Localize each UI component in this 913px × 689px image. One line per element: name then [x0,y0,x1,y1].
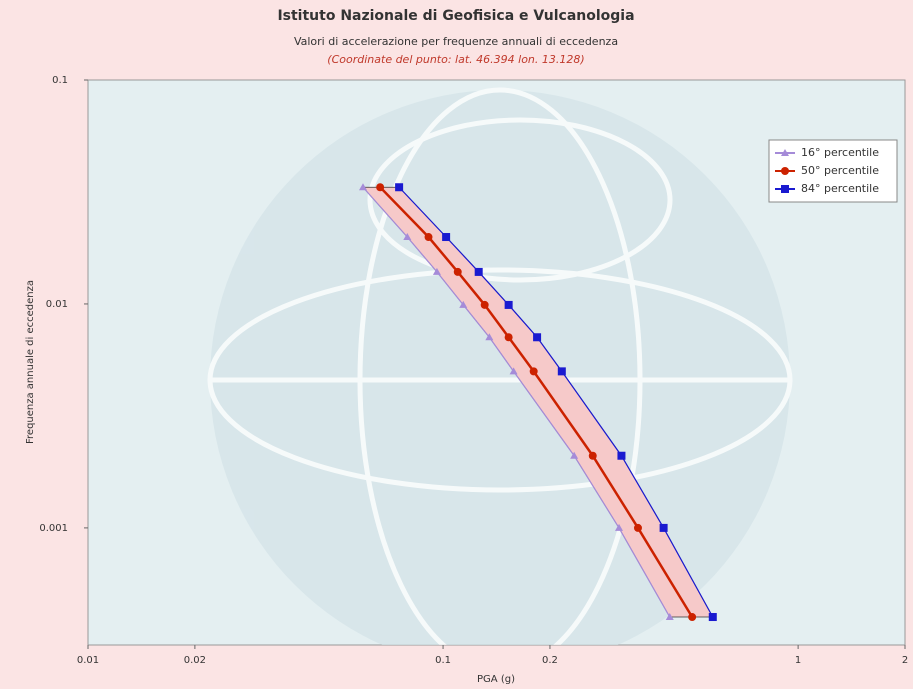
y-tick-label: 0.01 [46,299,68,310]
y-tick-label: 0.1 [52,75,68,86]
data-point [475,268,483,276]
data-point [425,233,433,241]
globe-decoration [210,90,790,670]
legend-label: 84° percentile [801,182,879,195]
x-tick-label: 0.2 [542,655,558,666]
legend-marker [781,185,789,193]
data-point [481,301,489,309]
data-point [688,613,696,621]
legend-label: 50° percentile [801,164,879,177]
data-point [634,524,642,532]
legend-label: 16° percentile [801,146,879,159]
data-point [376,183,384,191]
page: {"chart_data": {"type": "line", "title":… [0,0,913,689]
chart: Istituto Nazionale di Geofisica e Vulcan… [0,0,913,689]
data-point [709,613,717,621]
data-point [505,333,513,341]
data-point [395,183,403,191]
x-axis-label: PGA (g) [477,674,515,685]
y-tick-label: 0.001 [39,523,68,534]
x-tick-label: 0.01 [77,655,99,666]
data-point [558,367,566,375]
data-point [533,333,541,341]
data-point [505,301,513,309]
x-tick-label: 1 [795,655,801,666]
chart-title: Istituto Nazionale di Geofisica e Vulcan… [277,8,634,24]
data-point [442,233,450,241]
chart-subtitle: Valori di accelerazione per frequenze an… [294,35,618,48]
x-tick-label: 0.02 [184,655,206,666]
data-point [530,367,538,375]
legend-marker [781,167,789,175]
x-tick-label: 0.1 [435,655,451,666]
data-point [617,452,625,460]
data-point [454,268,462,276]
data-point [660,524,668,532]
y-axis-label: Frequenza annuale di eccedenza [25,280,36,444]
annotation: (Coordinate del punto: lat. 46.394 lon. … [327,53,584,66]
x-tick-label: 2 [902,655,908,666]
data-point [589,452,597,460]
